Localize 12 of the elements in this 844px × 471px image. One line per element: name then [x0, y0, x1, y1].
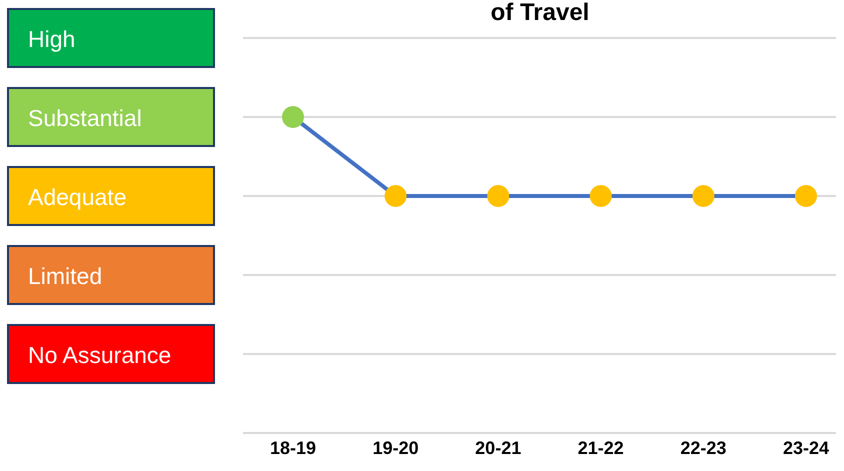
chart-title: of Travel — [490, 0, 590, 26]
text: High — [28, 26, 76, 52]
x-tick-label: 22-23 — [680, 438, 726, 458]
x-tick-label: 20-21 — [475, 438, 522, 458]
x-tick-label: 23-24 — [782, 438, 830, 458]
text: Limited — [28, 263, 102, 289]
text: Substantial — [28, 105, 142, 131]
text: No Assurance — [28, 342, 172, 368]
x-tick-label: 19-20 — [372, 438, 419, 458]
text: Adequate — [28, 184, 126, 210]
x-tick-label: 21-22 — [578, 438, 624, 458]
x-tick-label: 18-19 — [270, 438, 316, 458]
